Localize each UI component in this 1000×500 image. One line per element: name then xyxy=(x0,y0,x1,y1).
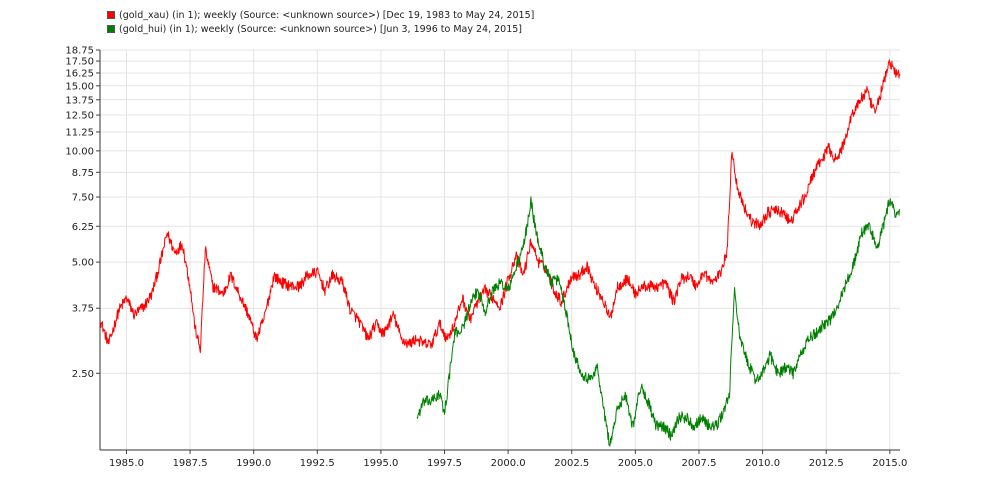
y-tick-label: 11.25 xyxy=(65,127,94,138)
legend-label-gold-hui: (gold_hui) (in 1); weekly (Source: <unkn… xyxy=(119,23,522,35)
y-tick-label: 5.00 xyxy=(72,258,94,269)
grid-lines xyxy=(100,49,900,450)
legend-swatch-gold-hui xyxy=(107,25,115,33)
y-tick-label: 18.75 xyxy=(65,46,94,57)
x-tick-label: 1997.5 xyxy=(427,458,462,469)
y-tick-label: 15.00 xyxy=(65,81,94,92)
x-tick-label: 1987.5 xyxy=(173,458,208,469)
y-tick-label: 2.50 xyxy=(72,369,94,380)
y-tick-label: 12.50 xyxy=(65,111,94,122)
x-tick-label: 1990.0 xyxy=(236,458,271,469)
series-layer xyxy=(99,59,901,447)
legend-swatch-gold-xau xyxy=(107,11,115,19)
series-line-gold-hui xyxy=(416,196,901,447)
y-tick-label: 3.75 xyxy=(72,304,94,315)
y-tick-label: 10.00 xyxy=(65,146,94,157)
y-tick-label: 8.75 xyxy=(72,168,94,179)
series-line-gold-xau xyxy=(99,59,901,354)
x-tick-label: 2015.0 xyxy=(872,458,907,469)
y-tick-label: 7.50 xyxy=(72,193,94,204)
x-tick-label: 2007.5 xyxy=(681,458,716,469)
legend-label-gold-xau: (gold_xau) (in 1); weekly (Source: <unkn… xyxy=(119,9,535,21)
x-tick-label: 2005.0 xyxy=(618,458,653,469)
legend-entry-gold-xau: (gold_xau) (in 1); weekly (Source: <unkn… xyxy=(107,8,534,22)
y-tick-label: 16.25 xyxy=(65,68,94,79)
x-tick-label: 1995.0 xyxy=(363,458,398,469)
chart-legend: (gold_xau) (in 1); weekly (Source: <unkn… xyxy=(107,8,534,36)
legend-entry-gold-hui: (gold_hui) (in 1); weekly (Source: <unkn… xyxy=(107,22,534,36)
x-tick-label: 2002.5 xyxy=(554,458,589,469)
y-tick-label: 17.50 xyxy=(65,57,94,68)
x-tick-label: 1985.0 xyxy=(109,458,144,469)
y-tick-label: 13.75 xyxy=(65,95,94,106)
y-tick-label: 6.25 xyxy=(72,222,94,233)
x-tick-label: 2000.0 xyxy=(491,458,526,469)
x-tick-label: 1992.5 xyxy=(300,458,335,469)
x-tick-label: 2012.5 xyxy=(809,458,844,469)
x-tick-label: 2010.0 xyxy=(745,458,780,469)
